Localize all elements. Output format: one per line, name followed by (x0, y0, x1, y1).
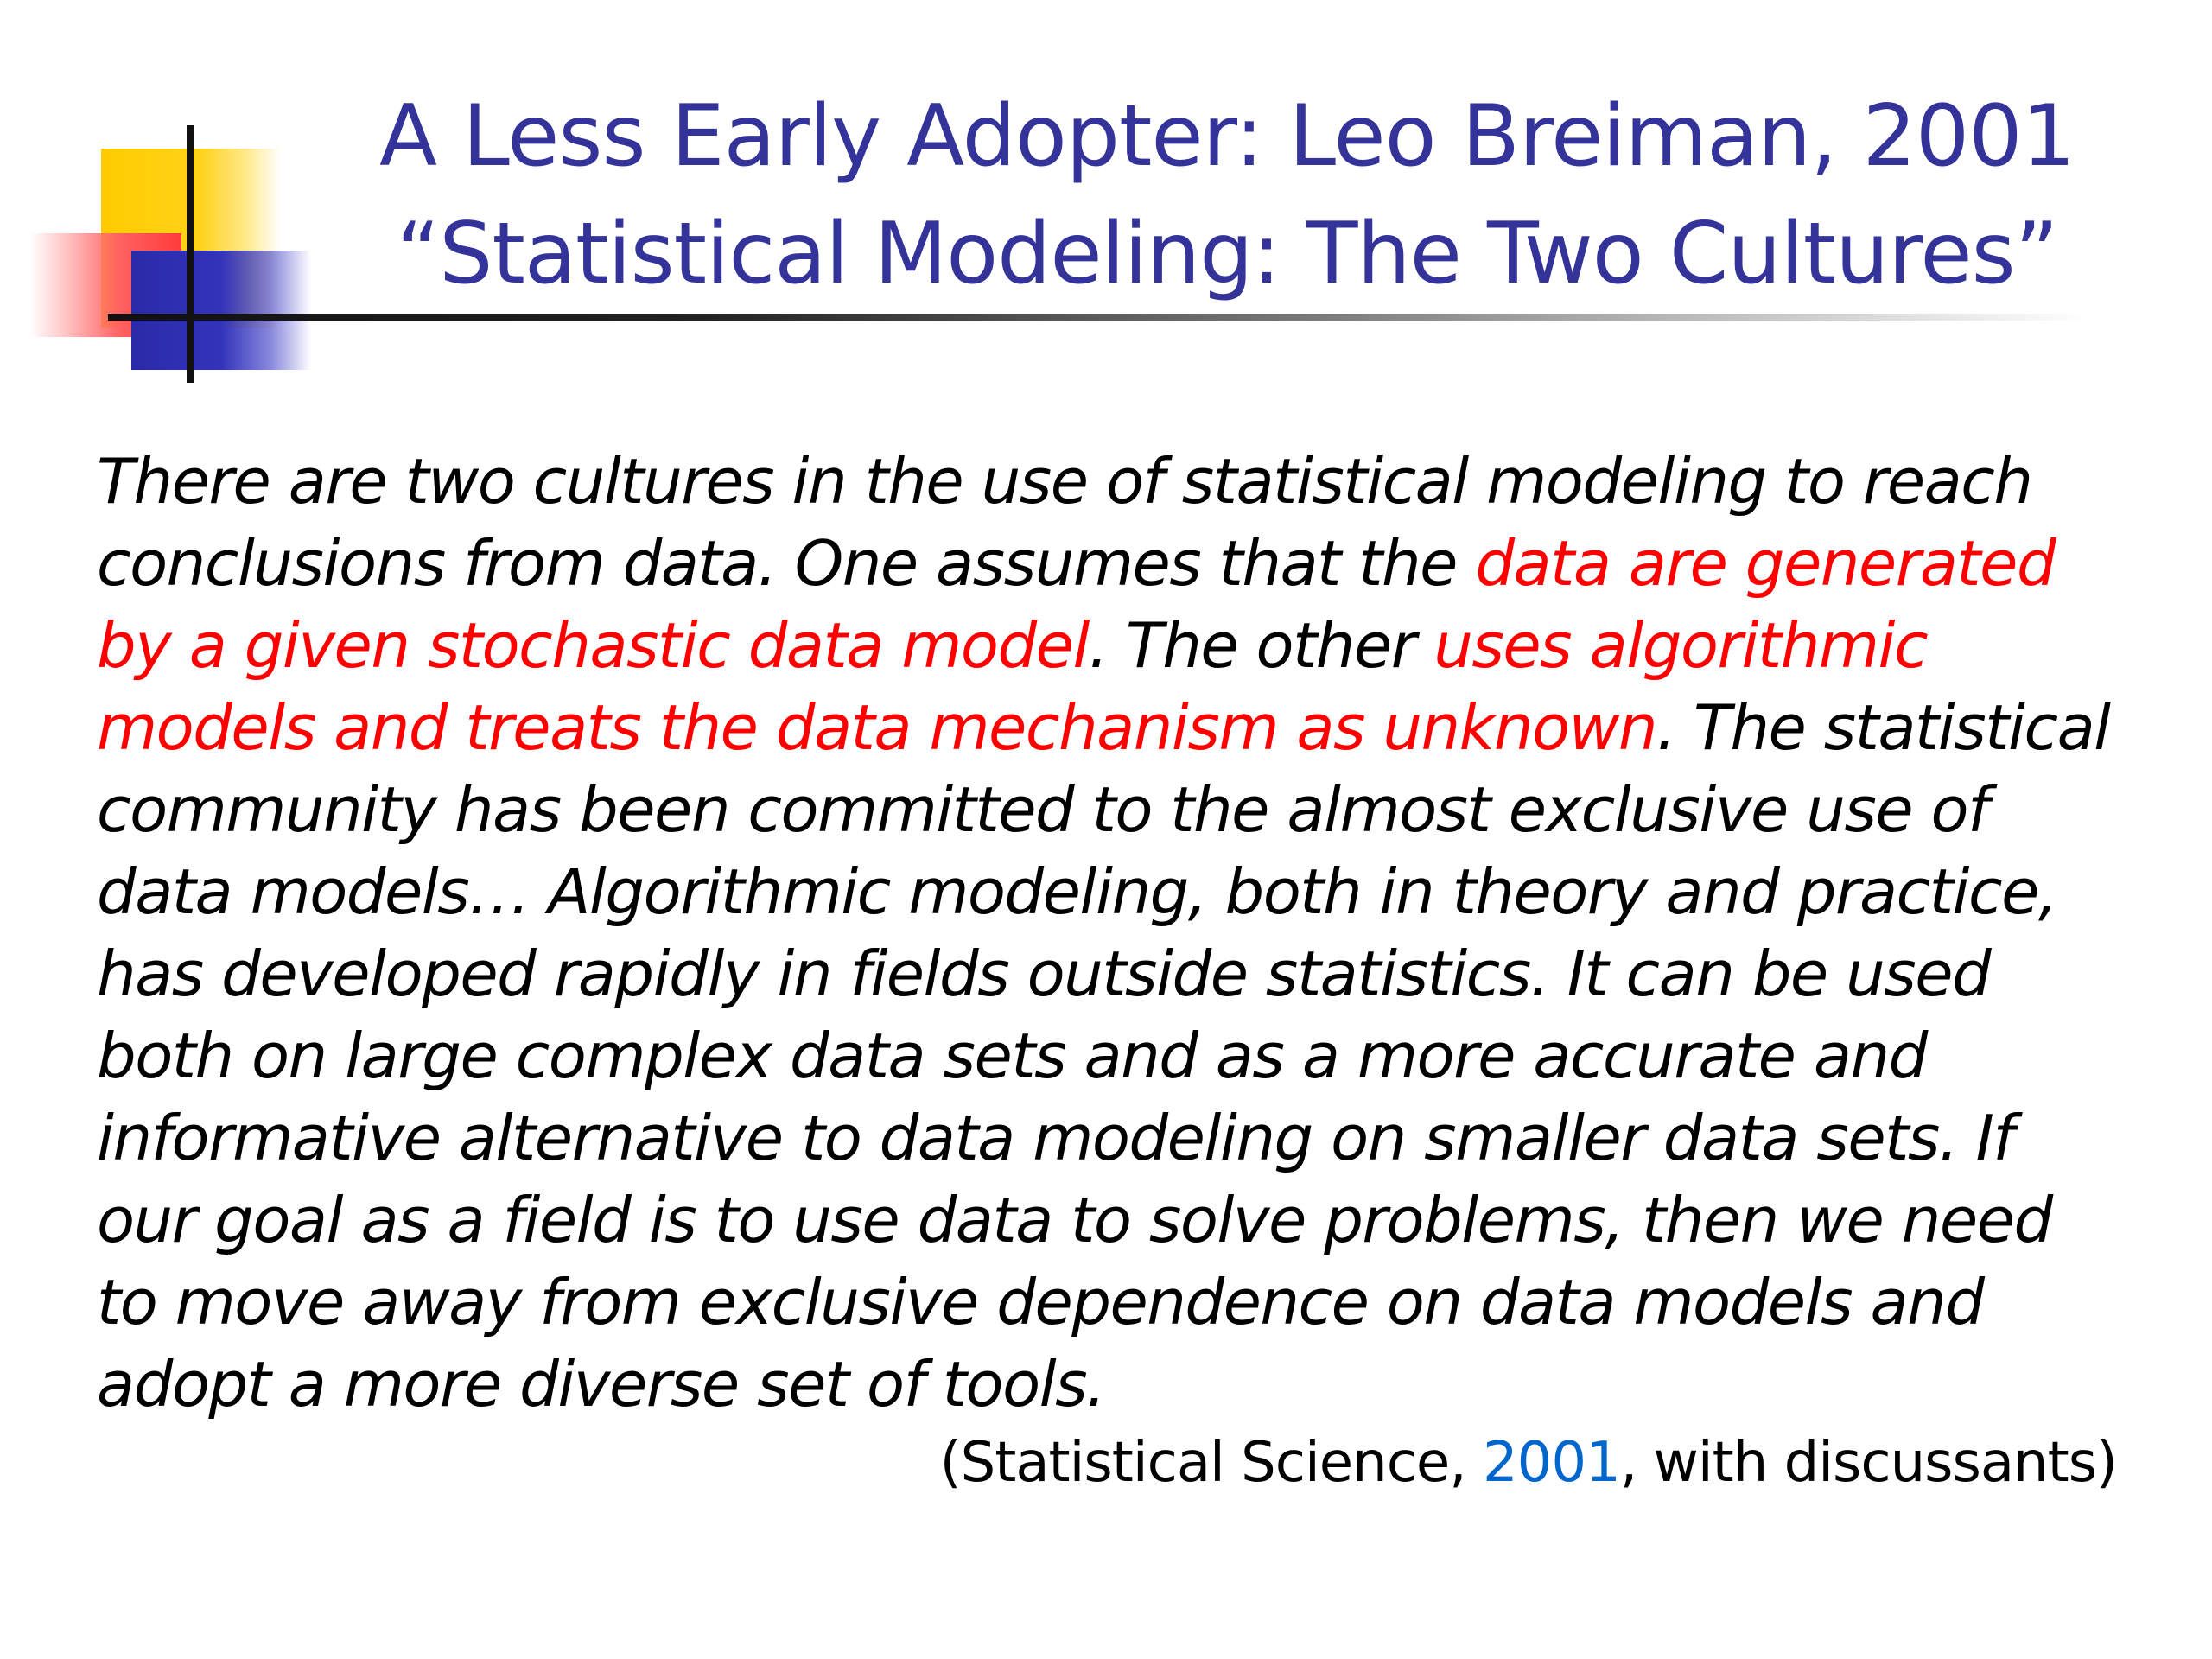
decorative-blue-block (131, 251, 311, 370)
quote-line: data models… Algorithmic modeling, both … (97, 851, 2136, 933)
quote-highlight: uses algorithmic (1433, 609, 1928, 682)
citation-text: , with discussants) (1619, 1431, 2118, 1495)
quote-text: community has been committed to the almo… (97, 773, 1989, 846)
quote-text: both on large complex data sets and as a… (97, 1020, 1928, 1092)
quote-line: by a given stochastic data model. The ot… (97, 605, 2136, 687)
breiman-quote: There are two cultures in the use of sta… (97, 441, 2136, 1426)
slide-title: A Less Early Adopter: Leo Breiman, 2001 … (285, 78, 2169, 313)
quote-line: both on large complex data sets and as a… (97, 1015, 2136, 1097)
quote-text: adopt a more diverse set of tools. (97, 1348, 1106, 1421)
quote-highlight: models and treats the data mechanism as … (97, 691, 1658, 764)
decorative-vertical-line (187, 125, 194, 383)
quote-text: informative alternative to data modeling… (97, 1102, 2015, 1174)
quote-line: models and treats the data mechanism as … (97, 687, 2136, 769)
citation-year-link[interactable]: 2001 (1482, 1431, 1621, 1495)
quote-text: conclusions from data. One assumes that … (97, 527, 1476, 600)
quote-text: . The statistical (1656, 691, 2111, 764)
quote-highlight: data are generated (1475, 527, 2056, 600)
title-line-1: A Less Early Adopter: Leo Breiman, 2001 (379, 87, 2075, 186)
citation: (Statistical Science, 2001, with discuss… (939, 1424, 2118, 1502)
quote-text: There are two cultures in the use of sta… (97, 445, 2033, 518)
title-underline-rule (108, 314, 2087, 321)
quote-text: data models… Algorithmic modeling, both … (97, 855, 2058, 928)
quote-line: There are two cultures in the use of sta… (97, 441, 2136, 523)
quote-highlight: by a given stochastic data model (97, 609, 1090, 682)
quote-text: to move away from exclusive dependence o… (97, 1266, 1985, 1338)
quote-line: our goal as a field is to use data to so… (97, 1179, 2136, 1262)
quote-line: informative alternative to data modeling… (97, 1097, 2136, 1179)
quote-line: has developed rapidly in fields outside … (97, 933, 2136, 1015)
quote-text: our goal as a field is to use data to so… (97, 1184, 2053, 1256)
quote-text: . The other (1088, 609, 1434, 682)
citation-text: (Statistical Science, (939, 1431, 1483, 1495)
quote-line: community has been committed to the almo… (97, 769, 2136, 851)
quote-line: adopt a more diverse set of tools. (97, 1344, 2136, 1426)
title-line-2: “Statistical Modeling: The Two Cultures” (396, 205, 2059, 303)
quote-text: has developed rapidly in fields outside … (97, 938, 1992, 1010)
quote-line: to move away from exclusive dependence o… (97, 1262, 2136, 1344)
quote-line: conclusions from data. One assumes that … (97, 523, 2136, 605)
